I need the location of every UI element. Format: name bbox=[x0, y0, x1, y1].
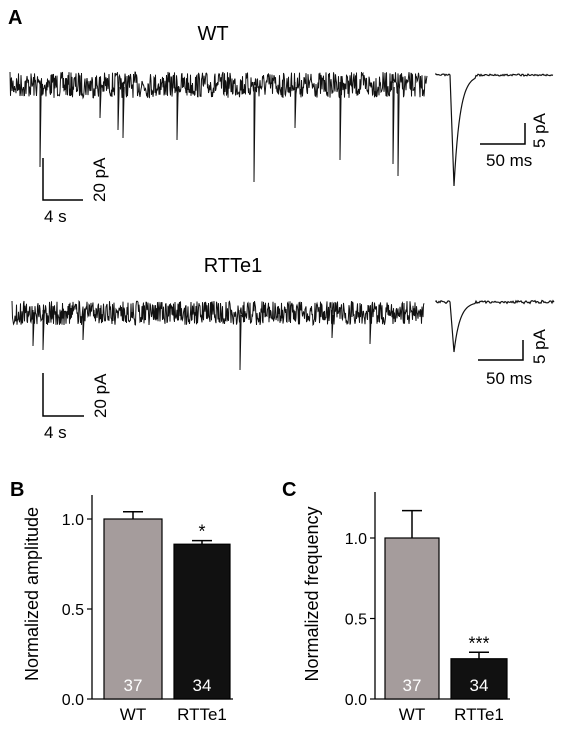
trace-title-rtt: RTTe1 bbox=[204, 255, 263, 277]
y-tick-label: 0.0 bbox=[62, 692, 84, 709]
y-axis-label: Normalized frequency bbox=[302, 506, 322, 681]
scale-bar-wt bbox=[42, 158, 83, 201]
scale-time-rtt: 4 s bbox=[44, 423, 67, 442]
bar bbox=[384, 537, 440, 700]
scale-bar-rtt bbox=[42, 373, 84, 417]
x-tick-label: RTTe1 bbox=[177, 705, 227, 724]
avg-scale-amp-rtt: 5 pA bbox=[530, 328, 549, 364]
scale-time-wt: 4 s bbox=[44, 207, 67, 226]
average-trace-wt bbox=[435, 72, 554, 187]
bar-n-label: 34 bbox=[470, 676, 489, 695]
avg-scale-bar-rtt bbox=[478, 340, 524, 361]
y-axis-label: Normalized amplitude bbox=[22, 507, 42, 681]
raw-trace-rtt bbox=[11, 300, 425, 371]
bar-n-label: 37 bbox=[403, 676, 422, 695]
scale-amp-wt: 20 pA bbox=[90, 157, 109, 202]
raw-trace-wt bbox=[9, 71, 428, 183]
bar-n-label: 37 bbox=[124, 676, 143, 695]
x-tick-label: WT bbox=[399, 705, 425, 724]
avg-scale-bar-wt bbox=[480, 123, 526, 145]
avg-scale-time-wt: 50 ms bbox=[486, 151, 532, 170]
y-tick-label: 0.5 bbox=[345, 612, 367, 629]
average-trace-rtt bbox=[435, 299, 555, 353]
avg-scale-time-rtt: 50 ms bbox=[486, 369, 532, 388]
y-tick-label: 1.0 bbox=[62, 512, 84, 529]
panel-a-label: A bbox=[8, 7, 22, 29]
chart-panel-c: C 0.0 0.5 1.0 Normalized frequency 37 WT 34 RTTe… bbox=[282, 479, 510, 724]
panel-label: B bbox=[10, 479, 24, 501]
panel-label: C bbox=[282, 479, 296, 501]
significance-mark: * bbox=[198, 522, 205, 542]
bar bbox=[103, 518, 163, 700]
chart-panel-b: B 0.0 0.5 1.0 Normalized amplitude 37 WT 34 RTTe… bbox=[10, 479, 233, 724]
significance-mark: *** bbox=[468, 633, 489, 653]
trace-title-wt: WT bbox=[197, 23, 228, 45]
bar bbox=[173, 543, 231, 700]
scale-amp-rtt: 20 pA bbox=[91, 373, 110, 418]
y-tick-label: 1.0 bbox=[345, 531, 367, 548]
x-tick-label: WT bbox=[120, 705, 146, 724]
avg-scale-amp-wt: 5 pA bbox=[530, 112, 549, 148]
bar-n-label: 34 bbox=[193, 676, 212, 695]
x-tick-label: RTTe1 bbox=[454, 705, 504, 724]
bar bbox=[450, 658, 508, 700]
y-tick-label: 0.0 bbox=[345, 692, 367, 709]
y-tick-label: 0.5 bbox=[62, 602, 84, 619]
